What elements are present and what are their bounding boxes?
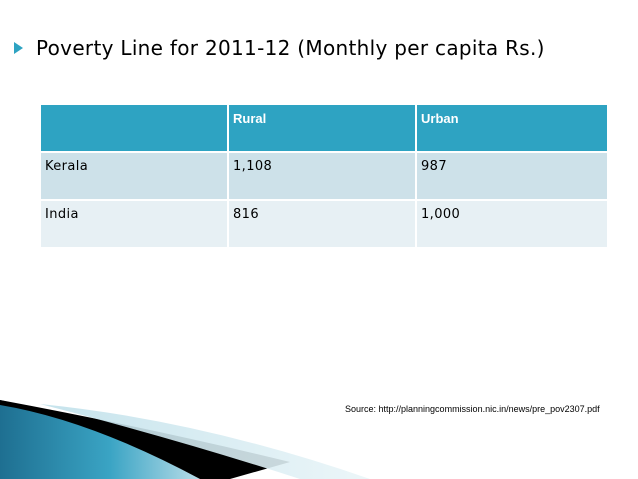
poverty-line-table: Rural Urban Kerala 1,108 987 India 816 1… <box>41 105 607 249</box>
header-cell-urban: Urban <box>416 105 607 153</box>
triangle-bullet-icon <box>14 42 23 54</box>
rural-value-cell: 1,108 <box>228 152 417 201</box>
urban-value-cell: 987 <box>416 152 607 201</box>
rural-value-cell: 816 <box>228 200 417 249</box>
slide-title: Poverty Line for 2011-12 (Monthly per ca… <box>36 36 545 60</box>
header-cell-rural: Rural <box>228 105 417 153</box>
urban-value-cell: 1,000 <box>416 200 607 249</box>
row-label-cell: India <box>41 200 229 249</box>
source-citation: Source: http://planningcommission.nic.in… <box>345 404 600 414</box>
table-row: Kerala 1,108 987 <box>41 152 607 201</box>
table-row: India 816 1,000 <box>41 200 607 249</box>
header-cell-empty <box>41 105 229 153</box>
table-header-row: Rural Urban <box>41 105 607 153</box>
row-label-cell: Kerala <box>41 152 229 201</box>
